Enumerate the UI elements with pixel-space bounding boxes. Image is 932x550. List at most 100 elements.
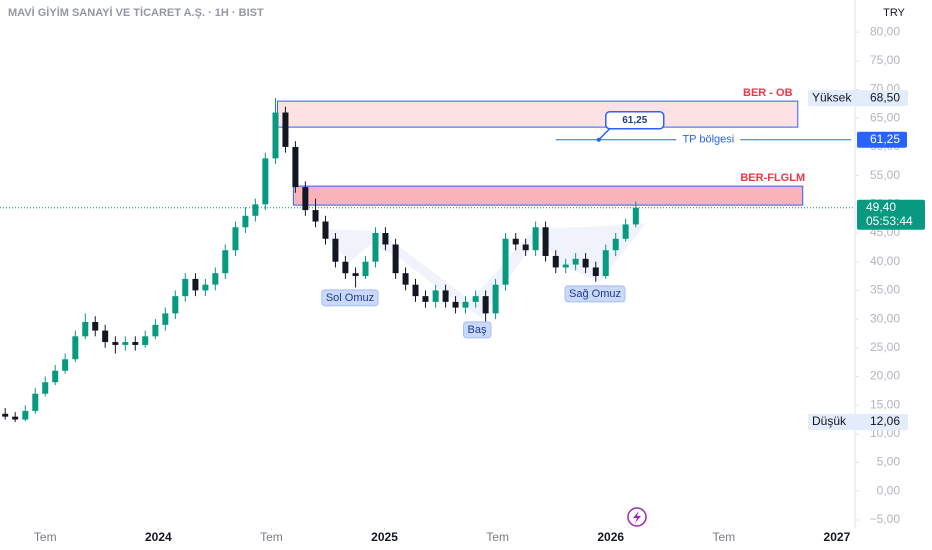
- candle-body: [92, 321, 99, 331]
- candle-body: [302, 187, 309, 211]
- candle-body: [272, 112, 279, 159]
- candle-body: [142, 336, 149, 345]
- tp-callout-label: 61,25: [622, 115, 647, 126]
- candle-body: [602, 250, 609, 277]
- y-tick-label: 25,00: [870, 340, 900, 354]
- candle-body: [512, 238, 519, 245]
- candle-body: [412, 284, 419, 297]
- y-tick-label: 0,00: [877, 483, 901, 497]
- chart-title: MAVİ GİYİM SANAYİ VE TİCARET A.Ş. · 1H ·…: [8, 6, 264, 19]
- candle-body: [502, 238, 509, 285]
- candle-body: [2, 413, 9, 417]
- candle-body: [32, 393, 39, 411]
- candle-body: [432, 290, 439, 302]
- tp-name: TP bölgesi: [682, 134, 734, 146]
- candle-body: [112, 342, 119, 345]
- pattern-label-text: Baş: [468, 324, 487, 336]
- candle-body: [252, 204, 259, 216]
- y-tick-label: 40,00: [870, 254, 900, 268]
- candle-body: [292, 146, 299, 188]
- candle-body: [482, 296, 489, 314]
- zone-label: BER-FLGLM: [740, 172, 805, 184]
- candle-body: [172, 296, 179, 314]
- high-label-name: Yüksek: [812, 90, 852, 104]
- candle-body: [212, 273, 219, 285]
- pattern-label-text: Sol Omuz: [326, 292, 374, 304]
- x-tick-label: Tem: [34, 530, 57, 544]
- currency: TRY: [883, 7, 905, 19]
- last-price-countdown: 05:53:44: [866, 214, 913, 228]
- candle-body: [472, 296, 479, 302]
- candle-body: [452, 301, 459, 308]
- candle-body: [402, 273, 409, 285]
- zone: [277, 100, 799, 128]
- y-tick-label: −5,00: [870, 512, 901, 526]
- candle-body: [442, 290, 449, 302]
- tp-callout-pointer: [598, 127, 618, 141]
- low-label-value: 12,06: [870, 414, 900, 428]
- candle-body: [582, 258, 589, 268]
- candle-body: [592, 267, 599, 277]
- x-tick-label: 2024: [145, 530, 172, 544]
- candle-body: [202, 284, 209, 291]
- pattern-label-box: [564, 285, 626, 303]
- candle-body: [462, 301, 469, 308]
- candle-body: [152, 324, 159, 337]
- pattern-label: Baş: [463, 321, 492, 339]
- candle-body: [182, 278, 189, 297]
- candle-body: [52, 370, 59, 383]
- y-tick-label: 20,00: [870, 369, 900, 383]
- candle-body: [492, 284, 499, 314]
- pattern-label-box: [463, 321, 492, 339]
- candle-body: [612, 238, 619, 251]
- candle-body: [632, 207, 639, 225]
- pattern-label-text: Sağ Omuz: [569, 288, 621, 300]
- tp-callout-box: [605, 110, 665, 130]
- candle-body: [12, 416, 19, 420]
- x-tick-label: 2026: [597, 530, 624, 544]
- zone: [292, 185, 804, 206]
- candle-body: [332, 238, 339, 262]
- pattern-label-box: [321, 289, 379, 307]
- candle-body: [552, 255, 559, 268]
- lightning-icon: [627, 507, 647, 527]
- y-tick-label: 30,00: [870, 311, 900, 325]
- candle-body: [312, 210, 319, 222]
- x-tick-label: Tem: [712, 530, 735, 544]
- y-tick-label: 75,00: [870, 53, 900, 67]
- x-tick-label: 2027: [824, 530, 851, 544]
- candle-body: [362, 261, 369, 277]
- candle-body: [42, 382, 49, 394]
- y-tick-label: 65,00: [870, 110, 900, 124]
- pattern-label: Sağ Omuz: [564, 285, 626, 303]
- low-label-box: [808, 414, 908, 431]
- y-tick-label: 80,00: [870, 24, 900, 38]
- y-tick-label: 15,00: [870, 397, 900, 411]
- candle-body: [62, 359, 69, 371]
- x-tick-label: Tem: [260, 530, 283, 544]
- pattern-label: Sol Omuz: [321, 289, 379, 307]
- candle-body: [82, 321, 89, 337]
- y-tick-label: 55,00: [870, 168, 900, 182]
- low-label-name: Düşük: [812, 414, 847, 428]
- tp-axis-box: [857, 131, 907, 148]
- candle-body: [162, 313, 169, 325]
- candle-body: [342, 261, 349, 274]
- candle-body: [222, 250, 229, 274]
- y-tick-label: 5,00: [877, 455, 901, 469]
- last-price-label: 49,40: [866, 200, 896, 214]
- candle-body: [352, 273, 359, 277]
- candle-body: [282, 112, 289, 147]
- candle-body: [422, 296, 429, 302]
- candle-body: [392, 244, 399, 274]
- high-label-value: 68,50: [870, 90, 900, 104]
- candle-body: [572, 258, 579, 265]
- candle-body: [262, 158, 269, 205]
- candle-body: [322, 221, 329, 239]
- candle-body: [122, 342, 129, 345]
- candle-body: [382, 233, 389, 245]
- x-tick-label: 2025: [371, 530, 398, 544]
- high-label-box: [808, 90, 908, 107]
